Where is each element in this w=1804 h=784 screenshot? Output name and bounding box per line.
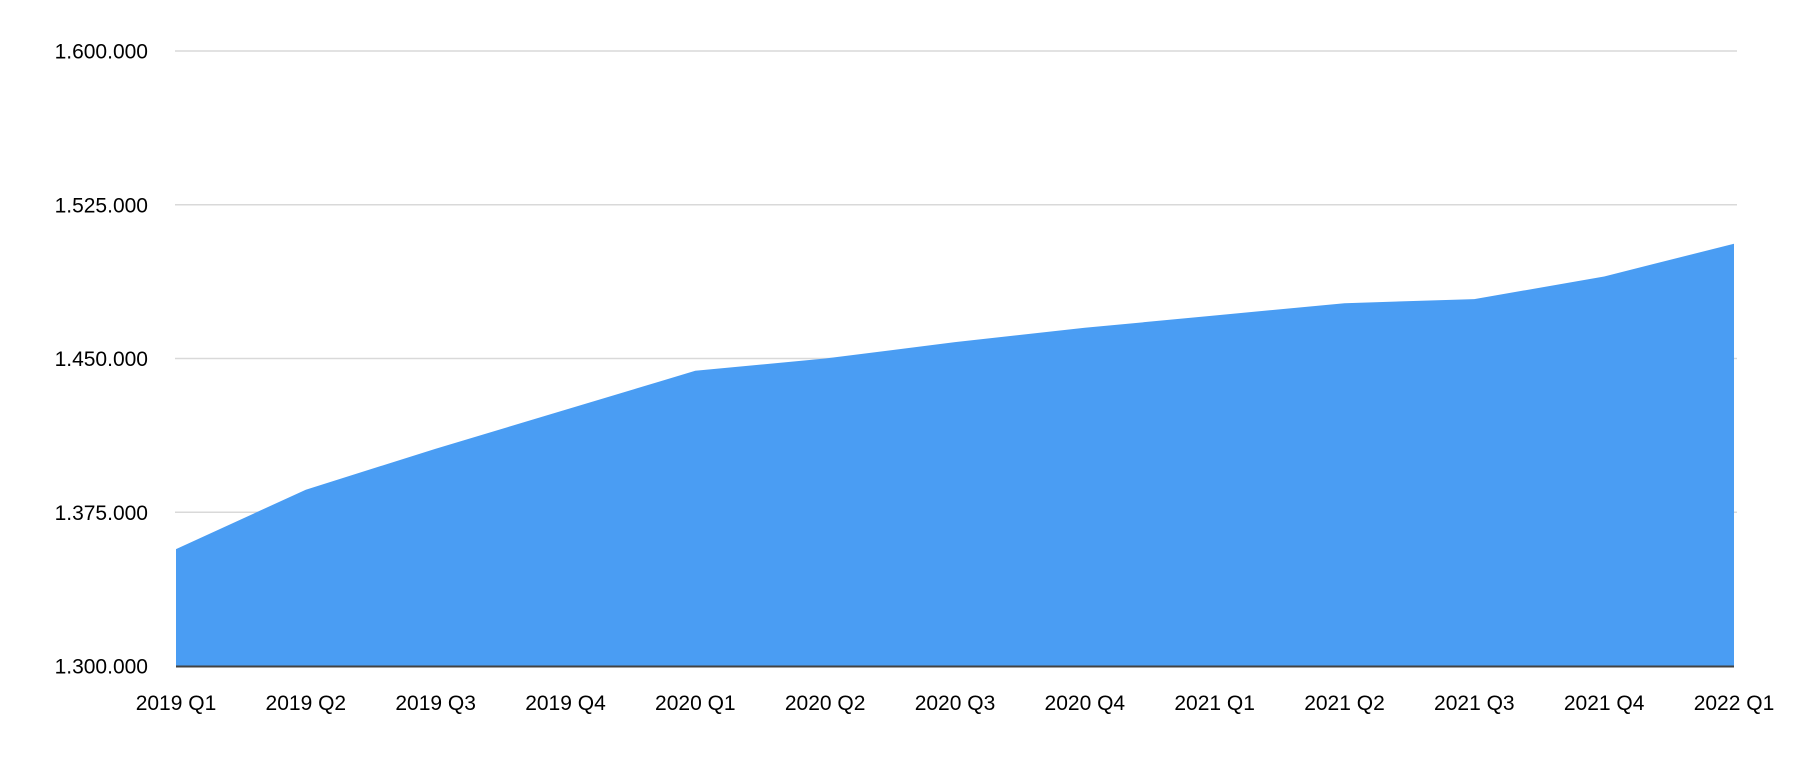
x-axis-tick-label: 2020 Q1 [655,692,736,715]
y-axis-tick-label: 1.300.000 [55,656,148,679]
x-axis-tick-label: 2020 Q4 [1045,692,1126,715]
x-axis-tick-label: 2020 Q3 [915,692,996,715]
x-axis-tick-label: 2021 Q3 [1434,692,1515,715]
y-axis-tick-label: 1.450.000 [55,348,148,371]
x-axis-tick-label: 2020 Q2 [785,692,866,715]
x-axis-tick-label: 2021 Q2 [1304,692,1385,715]
x-axis-tick-label: 2022 Q1 [1694,692,1775,715]
x-axis-tick-label: 2019 Q2 [266,692,347,715]
x-axis-tick-label: 2019 Q4 [525,692,606,715]
area-series [176,243,1734,666]
y-axis-tick-label: 1.375.000 [55,502,148,525]
y-axis-tick-label: 1.525.000 [55,194,148,217]
x-axis-tick-label: 2021 Q4 [1564,692,1645,715]
x-axis-tick-label: 2019 Q3 [395,692,476,715]
x-axis-tick-label: 2019 Q1 [136,692,217,715]
x-axis-tick-label: 2021 Q1 [1174,692,1255,715]
y-axis-tick-label: 1.600.000 [55,41,148,64]
